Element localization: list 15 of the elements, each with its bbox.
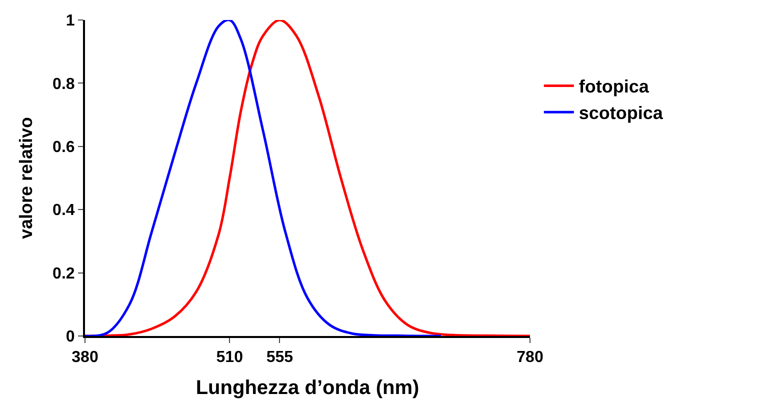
x-tick-label: 780 [516,349,544,366]
line-series [85,20,530,336]
y-tick-label: 0.4 [52,202,75,220]
y-tick-label: 0.2 [52,265,75,282]
y-axis-title: valore relativo [16,116,36,240]
x-tick-label: 510 [216,349,244,366]
legend-label: fotopica [578,76,650,97]
x-tick-label: 555 [266,349,294,366]
y-tick-label: 0 [66,328,75,346]
y-tick-label: 0.6 [52,139,75,156]
legend-label: scotopica [578,103,664,124]
x-tick-label: 380 [72,349,98,366]
y-tick-label: 0.8 [52,76,75,93]
x-axis-title: Lunghezza d’onda (nm) [196,377,420,400]
y-tick-label: 1 [66,12,75,30]
